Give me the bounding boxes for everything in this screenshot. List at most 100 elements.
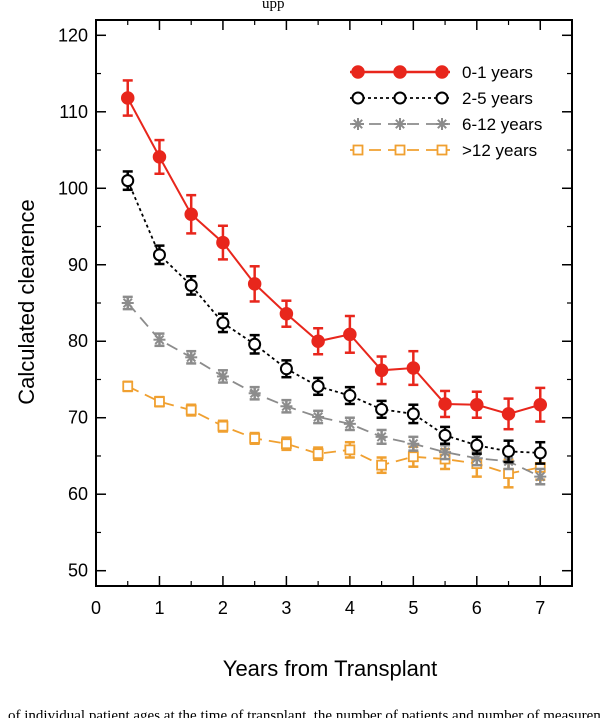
data-point bbox=[533, 397, 548, 412]
data-point bbox=[351, 65, 365, 79]
data-point bbox=[343, 417, 356, 430]
x-axis: 0 1 2 3 4 5 6 7 bbox=[91, 20, 545, 618]
data-point bbox=[375, 402, 389, 416]
legend-item: 0-1 years bbox=[350, 63, 533, 82]
data-point bbox=[216, 370, 229, 383]
y-axis-title: Calculated clearence bbox=[14, 199, 39, 404]
data-point bbox=[374, 363, 389, 378]
asterisk-stroke bbox=[471, 453, 482, 464]
y-tick-label: 120 bbox=[58, 25, 88, 45]
asterisk-stroke bbox=[154, 334, 165, 345]
data-point bbox=[185, 404, 197, 416]
data-point bbox=[343, 327, 357, 342]
x-tick-label: 2 bbox=[218, 598, 228, 618]
data-point bbox=[439, 446, 452, 459]
x-tick-label: 0 bbox=[91, 598, 101, 618]
y-tick-label: 110 bbox=[59, 102, 88, 122]
x-tick-label: 7 bbox=[535, 598, 545, 618]
data-point bbox=[121, 174, 135, 188]
data-point bbox=[352, 144, 364, 156]
legend-item: 2-5 years bbox=[350, 89, 533, 108]
x-tick-label: 5 bbox=[408, 598, 418, 618]
y-tick-label: 80 bbox=[68, 331, 88, 351]
data-point bbox=[436, 118, 448, 130]
data-point bbox=[375, 430, 388, 443]
bottom-caption: of individual patient ages at the time o… bbox=[8, 708, 600, 718]
data-point bbox=[501, 407, 516, 421]
y-tick-label: 100 bbox=[58, 178, 88, 198]
data-point bbox=[154, 396, 165, 408]
legend-label: 0-1 years bbox=[462, 63, 533, 82]
asterisk-stroke bbox=[353, 119, 363, 129]
data-point bbox=[435, 91, 449, 105]
data-point bbox=[394, 118, 406, 130]
asterisk-stroke bbox=[344, 418, 355, 429]
data-point bbox=[152, 248, 166, 262]
asterisk-stroke bbox=[440, 447, 450, 458]
x-tick-label: 4 bbox=[345, 598, 355, 618]
data-point bbox=[280, 438, 292, 450]
data-point bbox=[343, 389, 357, 403]
data-point bbox=[351, 91, 365, 105]
data-point bbox=[279, 362, 293, 376]
series-line bbox=[127, 302, 541, 478]
data-point bbox=[184, 278, 198, 292]
data-point bbox=[407, 437, 420, 450]
data-point bbox=[248, 337, 262, 351]
data-point bbox=[470, 452, 483, 465]
x-axis-title: Years from Transplant bbox=[223, 656, 437, 681]
data-point bbox=[406, 361, 421, 375]
data-point bbox=[470, 438, 484, 452]
data-point bbox=[534, 470, 547, 483]
data-point bbox=[248, 387, 261, 400]
y-tick-label: 60 bbox=[68, 484, 88, 504]
data-point bbox=[153, 333, 166, 346]
data-point bbox=[503, 468, 514, 479]
data-point bbox=[247, 277, 262, 291]
data-point bbox=[280, 400, 293, 413]
x-tick-label: 6 bbox=[472, 598, 482, 618]
asterisk-stroke bbox=[281, 401, 292, 412]
y-tick-label: 90 bbox=[68, 255, 88, 275]
data-point bbox=[122, 380, 134, 392]
asterisk-stroke bbox=[249, 388, 260, 399]
legend-item: >12 years bbox=[350, 141, 537, 160]
data-point bbox=[312, 448, 324, 460]
data-point bbox=[470, 397, 484, 412]
asterisk-stroke bbox=[408, 438, 419, 449]
data-point bbox=[533, 446, 547, 460]
data-point bbox=[407, 451, 419, 463]
data-point bbox=[216, 316, 230, 330]
top-caption: upp bbox=[262, 0, 285, 12]
legend-label: 6-12 years bbox=[462, 115, 542, 134]
data-point bbox=[438, 397, 452, 411]
asterisk-stroke bbox=[313, 412, 324, 422]
x-tick-label: 1 bbox=[154, 598, 164, 618]
data-point bbox=[311, 334, 325, 348]
series-line bbox=[126, 180, 541, 454]
data-point bbox=[393, 65, 407, 79]
series-2-5-years bbox=[121, 170, 547, 465]
data-point bbox=[216, 235, 230, 250]
series-layer bbox=[120, 79, 548, 489]
asterisk-stroke bbox=[186, 352, 197, 363]
asterisk-stroke bbox=[437, 119, 447, 129]
x-tick-label: 3 bbox=[281, 598, 291, 618]
data-point bbox=[121, 297, 134, 309]
data-point bbox=[344, 444, 356, 456]
y-tick-label: 70 bbox=[68, 408, 88, 428]
legend-label: 2-5 years bbox=[462, 89, 533, 108]
data-point bbox=[352, 118, 364, 130]
data-point bbox=[393, 91, 407, 105]
data-point bbox=[184, 207, 198, 222]
asterisk-stroke bbox=[535, 471, 546, 482]
data-point bbox=[311, 379, 325, 393]
legend-item: 6-12 years bbox=[350, 115, 542, 134]
series-12-years bbox=[122, 380, 546, 489]
data-point bbox=[279, 306, 294, 321]
data-point bbox=[502, 444, 516, 458]
data-point bbox=[406, 407, 420, 421]
data-point bbox=[436, 144, 448, 156]
y-axis: 50 60 70 80 90 100 110 120 bbox=[58, 25, 572, 581]
data-point bbox=[435, 65, 449, 79]
